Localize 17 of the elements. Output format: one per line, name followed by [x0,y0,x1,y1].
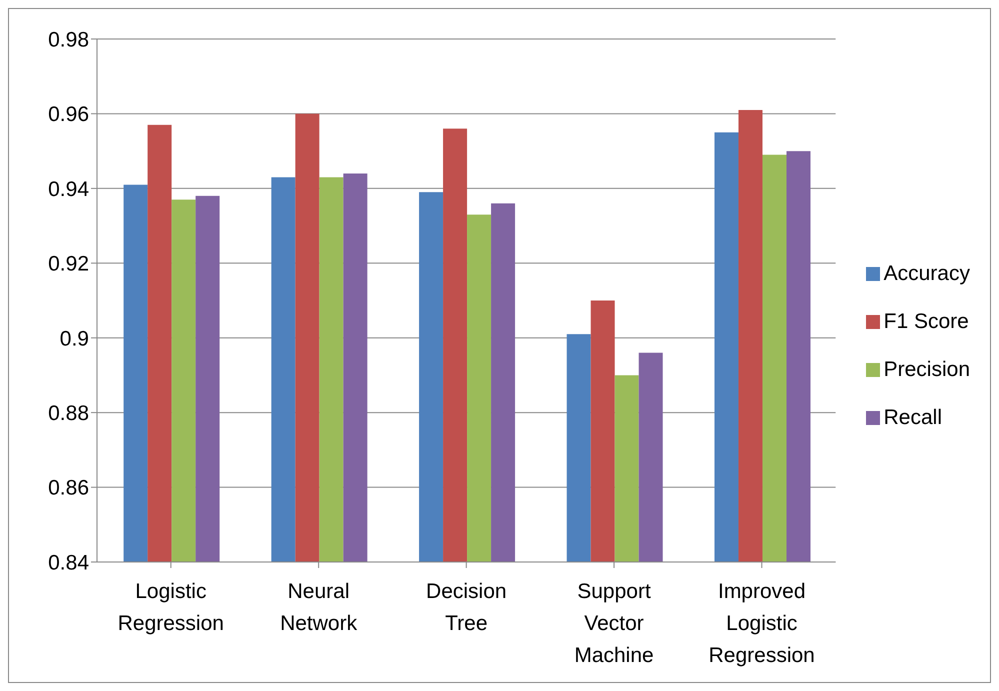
y-tick-label: 0.92 [48,252,89,276]
legend-label: Recall [884,406,942,428]
x-tick-label: Logistic Regression [118,580,224,635]
y-tick-label: 0.96 [48,103,89,126]
x-tick-label: Improved Logistic Regression [708,580,815,667]
x-tick-label: Decision Tree [426,580,507,635]
y-tick-label: 0.88 [48,402,89,426]
y-tick-label: 0.9 [60,327,89,350]
legend-label: Accuracy [884,262,970,284]
legend-label: F1 Score [884,310,969,332]
x-tick-label: Neural Network [280,580,358,635]
y-tick-label: 0.84 [48,551,90,574]
legend-label: Precision [884,358,970,380]
y-tick-label: 0.98 [48,28,89,52]
x-tick-label: Support Vector Machine [574,580,654,667]
y-tick-label: 0.86 [48,476,89,500]
y-tick-label: 0.94 [48,178,90,201]
